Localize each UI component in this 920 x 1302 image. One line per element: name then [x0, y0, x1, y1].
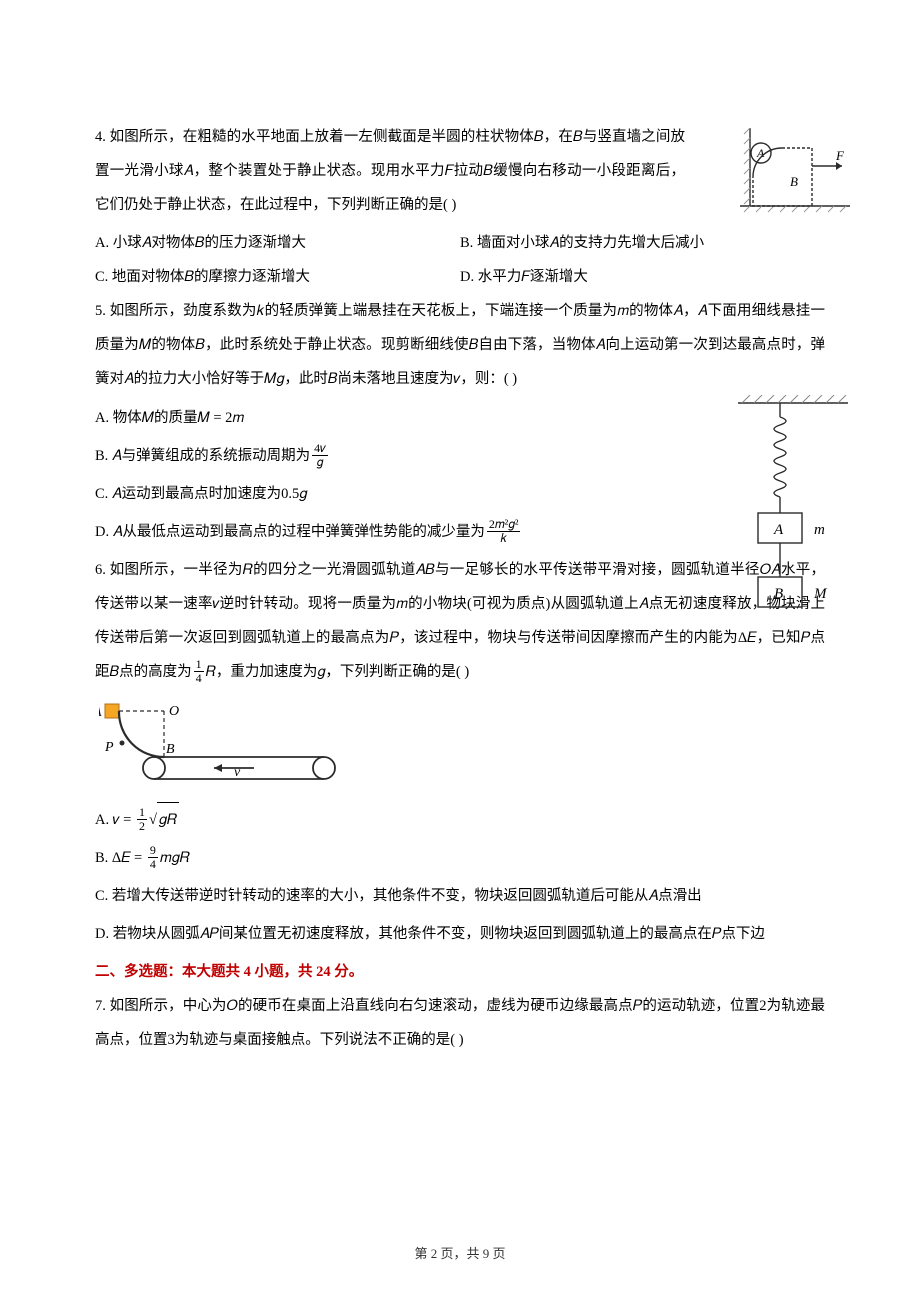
q6-stem: 6. 如图所示，一半径为𝑅的四分之一光滑圆弧轨道𝐴𝐵与一足够长的水平传送带平滑对…	[95, 553, 825, 689]
q7-stem: 7. 如图所示，中心为𝑂的硬币在桌面上沿直线向右匀速滚动，虚线为硬币边缘最高点𝑃…	[95, 989, 825, 1057]
svg-text:M: M	[813, 586, 828, 602]
q6-optD: D. 若物块从圆弧𝐴𝑃间某位置无初速度释放，其他条件不变，则物块返回到圆弧轨道上…	[95, 917, 825, 951]
q5-optC: C. 𝐴运动到最高点时加速度为0.5𝑔	[95, 477, 735, 511]
q6-optA: A. 𝑣 = 12𝑔𝑅	[95, 802, 825, 837]
svg-text:B: B	[166, 742, 175, 757]
svg-text:F: F	[835, 148, 845, 163]
svg-text:m: m	[814, 522, 825, 538]
q4-optC: C. 地面对物体𝐵的摩擦力逐渐增大	[95, 260, 460, 294]
svg-text:P: P	[104, 740, 114, 755]
q4-figure: A B F	[740, 128, 850, 223]
q5-optB: B. 𝐴与弹簧组成的系统振动周期为4𝑣𝑔	[95, 439, 735, 473]
q4-optD: D. 水平力𝐹逐渐增大	[460, 260, 825, 294]
q4-optA: A. 小球𝐴对物体𝐵的压力逐渐增大	[95, 226, 460, 260]
q5-stem: 5. 如图所示，劲度系数为𝑘的轻质弹簧上端悬挂在天花板上，下端连接一个质量为𝑚的…	[95, 294, 825, 396]
q6-optC: C. 若增大传送带逆时针转动的速率的大小，其他条件不变，物块返回圆弧轨道后可能从…	[95, 879, 825, 913]
svg-text:A: A	[773, 522, 784, 538]
q4-stem: 4. 如图所示，在粗糙的水平地面上放着一左侧截面是半圆的柱状物体𝐵，在𝐵与竖直墙…	[95, 120, 685, 222]
q4-optB: B. 墙面对小球𝐴的支持力先增大后减小	[460, 226, 825, 260]
svg-text:O: O	[169, 704, 179, 719]
svg-text:v: v	[234, 765, 241, 780]
svg-text:B: B	[774, 586, 783, 602]
section-2-header: 二、多选题：本大题共 4 小题，共 24 分。	[95, 955, 825, 989]
svg-text:A: A	[99, 705, 102, 720]
q5-optD: D. 𝐴从最低点运动到最高点的过程中弹簧弹性势能的减少量为2𝑚²𝑔²𝑘	[95, 515, 735, 549]
q6-figure: A O P B v	[99, 701, 349, 791]
svg-text:B: B	[790, 174, 798, 189]
q6-optB: B. Δ𝐸 = 94𝑚𝑔𝑅	[95, 841, 825, 875]
q5-optA: A. 物体𝑀的质量𝑀 = 2𝑚	[95, 401, 735, 435]
page-footer: 第 2 页，共 9 页	[0, 1243, 920, 1262]
q5-figure: A m B M	[738, 395, 848, 615]
